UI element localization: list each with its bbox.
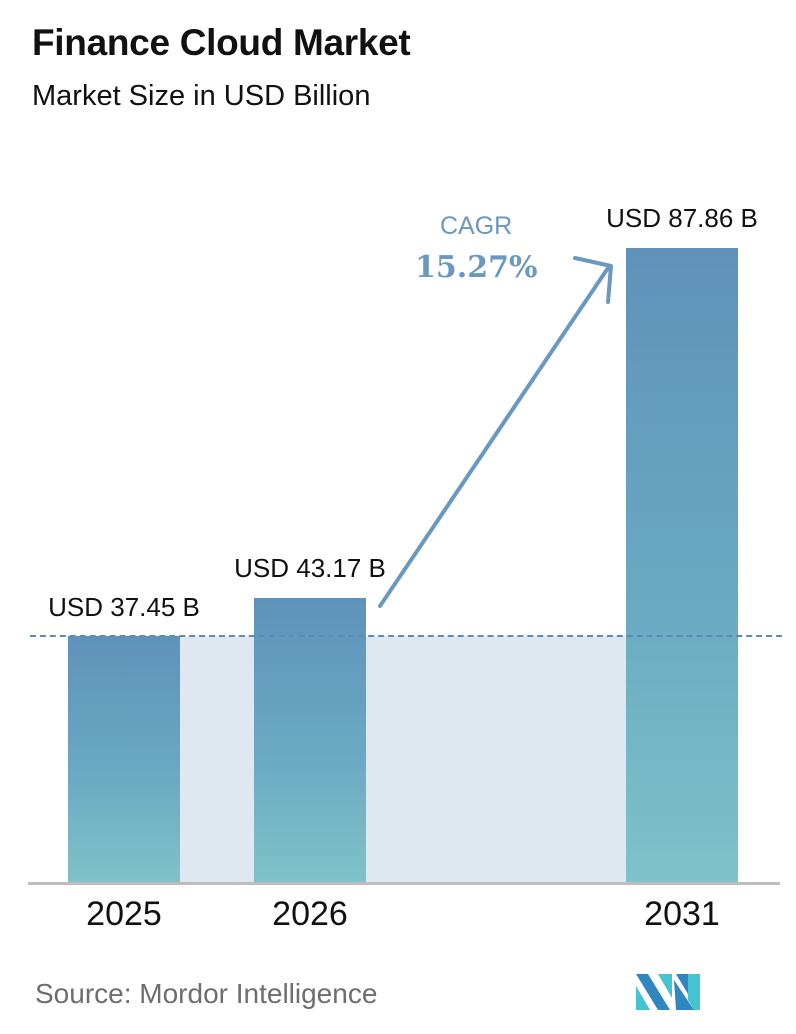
mordor-intelligence-logo-icon bbox=[636, 974, 700, 1010]
chart-title: Finance Cloud Market bbox=[32, 22, 411, 63]
cagr-label: CAGR bbox=[440, 212, 513, 240]
cagr-value: 15.27% bbox=[415, 250, 538, 285]
bar-2031 bbox=[626, 248, 738, 883]
reference-dashed-line bbox=[30, 635, 782, 637]
bar-label-2026: USD 43.17 B bbox=[234, 553, 386, 583]
x-axis-baseline bbox=[28, 882, 780, 885]
x-tick-2031: 2031 bbox=[644, 895, 720, 933]
bar-2026 bbox=[254, 598, 366, 883]
bar-label-2031: USD 87.86 B bbox=[606, 203, 758, 233]
source-text: Source: Mordor Intelligence bbox=[35, 978, 378, 1009]
bar-2025 bbox=[68, 636, 180, 883]
bar-label-2025: USD 37.45 B bbox=[48, 592, 200, 622]
x-tick-2026: 2026 bbox=[272, 895, 348, 933]
chart-subtitle: Market Size in USD Billion bbox=[32, 80, 371, 112]
x-tick-2025: 2025 bbox=[86, 895, 162, 933]
